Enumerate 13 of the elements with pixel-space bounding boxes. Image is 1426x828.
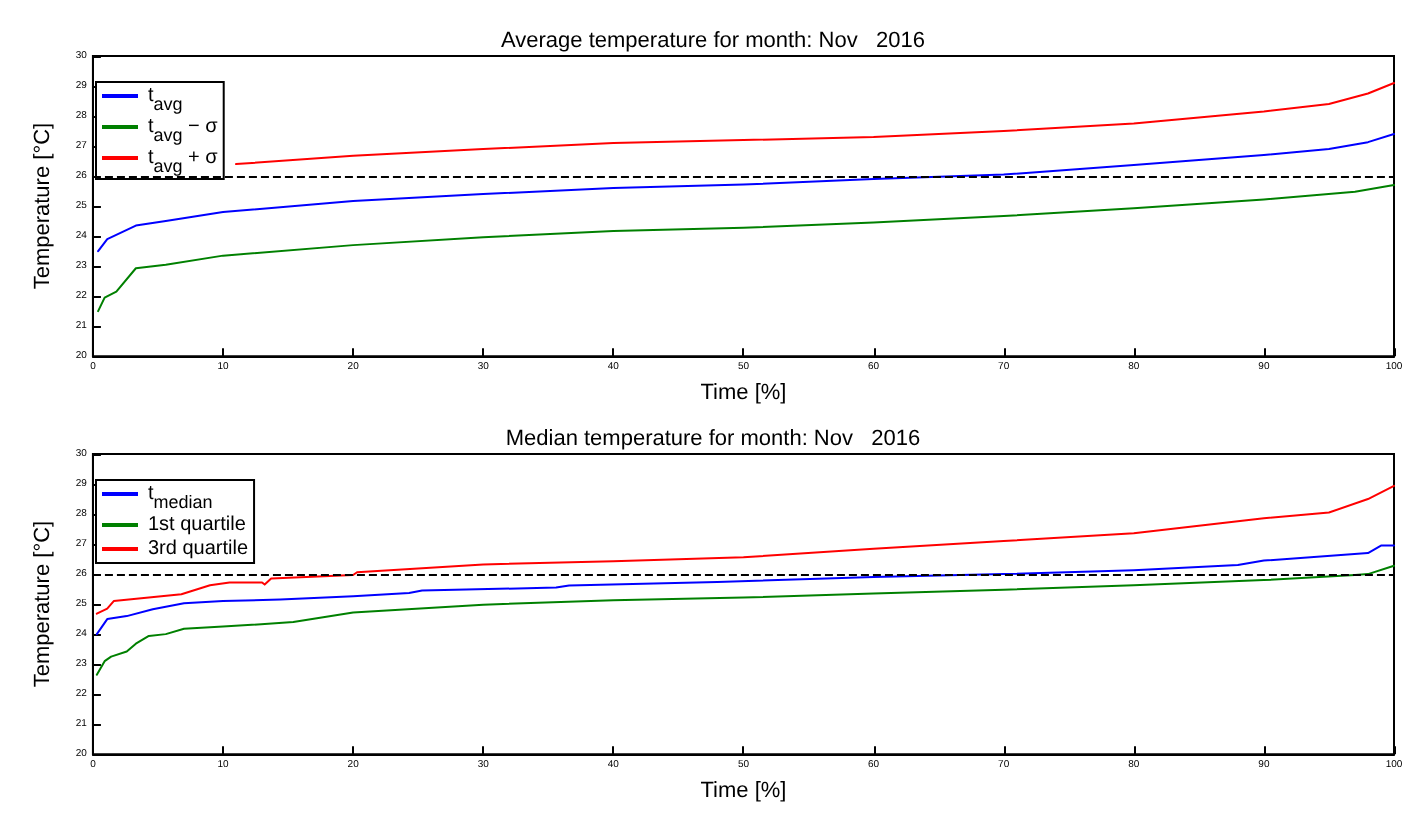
line-series xyxy=(95,484,1395,615)
line-series xyxy=(95,564,1395,676)
x-axis-title: Time [%] xyxy=(700,779,787,803)
line-series xyxy=(235,82,1395,166)
legend-label: 1st quartile xyxy=(148,514,247,536)
y-axis-title: Temperature [°C] xyxy=(31,122,55,290)
chart-title: Average temperature for month: Nov 2016 xyxy=(501,29,925,53)
line-series xyxy=(97,133,1395,253)
y-axis-title: Temperature [°C] xyxy=(31,520,55,688)
legend-label: 3rd quartile xyxy=(148,538,249,560)
x-axis-title: Time [%] xyxy=(700,381,787,405)
chart-title: Median temperature for month: Nov 2016 xyxy=(505,427,921,451)
line-series xyxy=(97,184,1395,313)
